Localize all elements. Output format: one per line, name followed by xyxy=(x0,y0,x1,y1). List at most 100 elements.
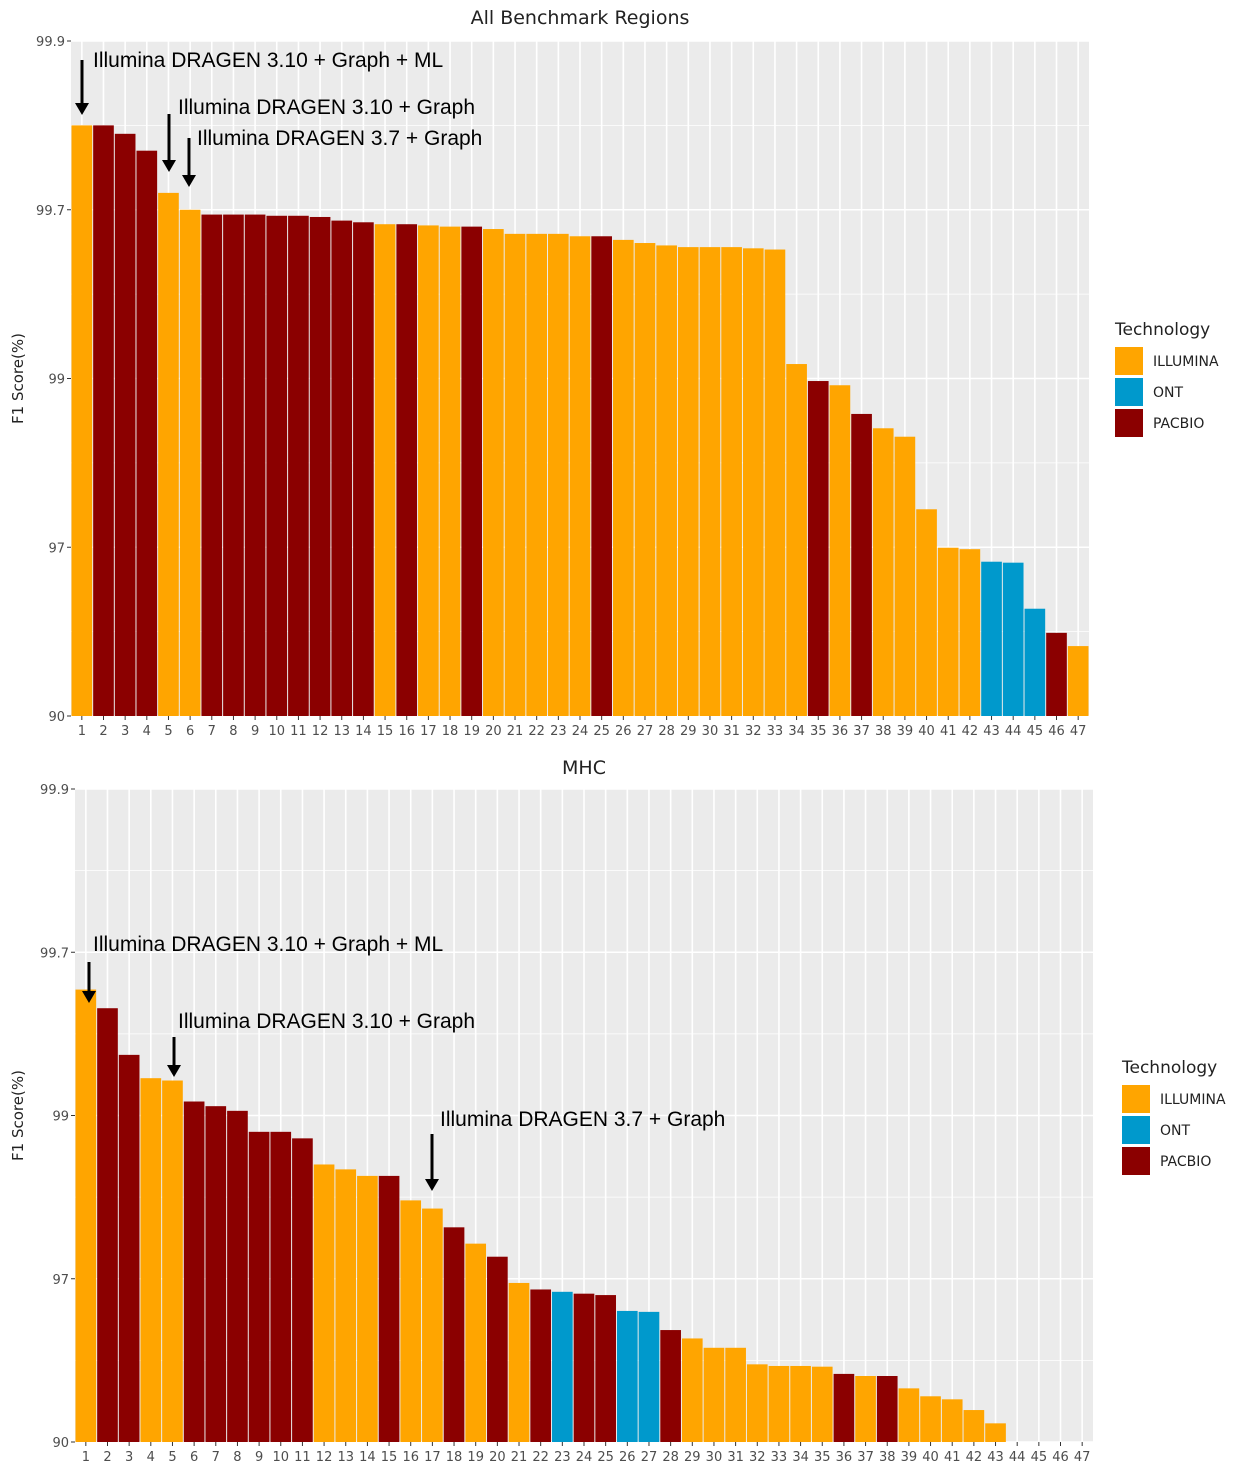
y-tick-label: 99.7 xyxy=(40,946,69,961)
bar-38 xyxy=(876,1376,898,1442)
x-tick-label: 7 xyxy=(212,1450,220,1465)
x-tick-label: 22 xyxy=(532,1450,549,1465)
x-tick-label: 37 xyxy=(853,724,870,739)
bar-8 xyxy=(223,214,244,717)
y-tick-label: 97 xyxy=(48,541,65,556)
bar-5 xyxy=(158,192,179,716)
bar-22 xyxy=(526,233,548,716)
x-tick-label: 18 xyxy=(446,1450,463,1465)
bar-45 xyxy=(1024,608,1046,716)
annotation-arrow-head xyxy=(182,175,196,187)
bar-35 xyxy=(811,1366,833,1442)
bar-15 xyxy=(378,1175,400,1442)
bar-8 xyxy=(227,1110,248,1442)
bar-10 xyxy=(266,215,288,716)
x-tick-label: 21 xyxy=(511,1450,528,1465)
bar-2 xyxy=(93,125,114,716)
bar-23 xyxy=(552,1291,573,1442)
x-tick-label: 38 xyxy=(879,1450,896,1465)
x-tick-label: 8 xyxy=(229,724,237,739)
x-tick-label: 33 xyxy=(767,724,784,739)
bar-7 xyxy=(201,214,223,717)
bar-3 xyxy=(118,1054,140,1442)
bar-11 xyxy=(288,215,309,716)
x-tick-label: 39 xyxy=(897,724,914,739)
bar-15 xyxy=(374,224,396,716)
legend-bottom: Technology ILLUMINA ONT PACBIO xyxy=(1121,1058,1226,1175)
bar-19 xyxy=(465,1243,487,1442)
bar-26 xyxy=(612,239,634,717)
bar-28 xyxy=(656,245,677,716)
x-tick-label: 33 xyxy=(771,1450,788,1465)
x-tick-label: 20 xyxy=(489,1450,506,1465)
bar-24 xyxy=(573,1293,595,1442)
annotation-arrow-head xyxy=(167,1065,181,1077)
bar-23 xyxy=(548,233,569,716)
bar-41 xyxy=(941,1399,963,1442)
legend-swatch-ont xyxy=(1122,1116,1150,1144)
x-tick-label: 47 xyxy=(1074,1450,1091,1465)
x-tick-label: 5 xyxy=(168,1450,176,1465)
y-tick-label: 97 xyxy=(52,1273,69,1288)
bar-40 xyxy=(916,509,937,716)
x-tick-label: 11 xyxy=(290,724,307,739)
bar-1 xyxy=(71,125,93,716)
bar-21 xyxy=(504,233,526,716)
bar-17 xyxy=(422,1208,443,1442)
legend-label-ont: ONT xyxy=(1153,385,1183,401)
bar-37 xyxy=(855,1376,876,1442)
x-tick-label: 13 xyxy=(333,724,350,739)
bar-20 xyxy=(483,229,504,717)
chart-title: MHC xyxy=(562,757,606,779)
bar-25 xyxy=(595,1295,616,1442)
x-tick-label: 16 xyxy=(402,1450,419,1465)
x-tick-label: 10 xyxy=(268,724,285,739)
x-tick-label: 17 xyxy=(424,1450,441,1465)
bar-30 xyxy=(699,247,721,716)
bar-43 xyxy=(981,561,1002,716)
annotation-arrow-head xyxy=(82,991,96,1003)
bar-42 xyxy=(963,1410,985,1442)
x-tick-label: 46 xyxy=(1048,724,1065,739)
x-tick-label: 24 xyxy=(576,1450,593,1465)
bar-34 xyxy=(786,364,807,716)
bar-13 xyxy=(331,220,353,717)
x-tick-label: 35 xyxy=(814,1450,831,1465)
x-tick-label: 12 xyxy=(316,1450,333,1465)
x-tick-label: 25 xyxy=(593,724,610,739)
bar-4 xyxy=(140,1078,162,1442)
bar-36 xyxy=(829,385,851,716)
x-tick-label: 1 xyxy=(78,724,86,739)
bar-31 xyxy=(721,247,742,716)
legend-label-illumina: ILLUMINA xyxy=(1153,354,1219,370)
legend-title: Technology xyxy=(1121,1058,1217,1078)
x-tick-label: 3 xyxy=(121,724,129,739)
bar-43 xyxy=(985,1423,1006,1442)
bar-9 xyxy=(244,214,266,717)
bar-16 xyxy=(396,224,418,716)
bar-33 xyxy=(768,1365,790,1442)
x-tick-label: 29 xyxy=(684,1450,701,1465)
bar-14 xyxy=(353,222,374,717)
legend-swatch-pacbio xyxy=(1115,409,1143,437)
x-tick-label: 5 xyxy=(164,724,172,739)
annotation-label: Illumina DRAGEN 3.10 + Graph + ML xyxy=(93,933,443,956)
x-tick-label: 47 xyxy=(1070,724,1087,739)
legend-title: Technology xyxy=(1114,320,1210,340)
x-tick-label: 9 xyxy=(251,724,259,739)
bar-34 xyxy=(790,1365,811,1442)
bar-26 xyxy=(616,1310,638,1442)
bar-27 xyxy=(634,243,656,716)
legend-swatch-illumina xyxy=(1115,347,1143,375)
annotation-label: Illumina DRAGEN 3.10 + Graph xyxy=(178,96,475,119)
annotation-label: Illumina DRAGEN 3.7 + Graph xyxy=(440,1108,725,1131)
bar-5 xyxy=(162,1080,183,1442)
x-tick-label: 6 xyxy=(186,724,194,739)
x-tick-label: 15 xyxy=(381,1450,398,1465)
x-tick-label: 31 xyxy=(727,1450,744,1465)
bar-20 xyxy=(487,1256,508,1442)
bar-4 xyxy=(136,150,158,716)
x-tick-label: 44 xyxy=(1009,1450,1026,1465)
